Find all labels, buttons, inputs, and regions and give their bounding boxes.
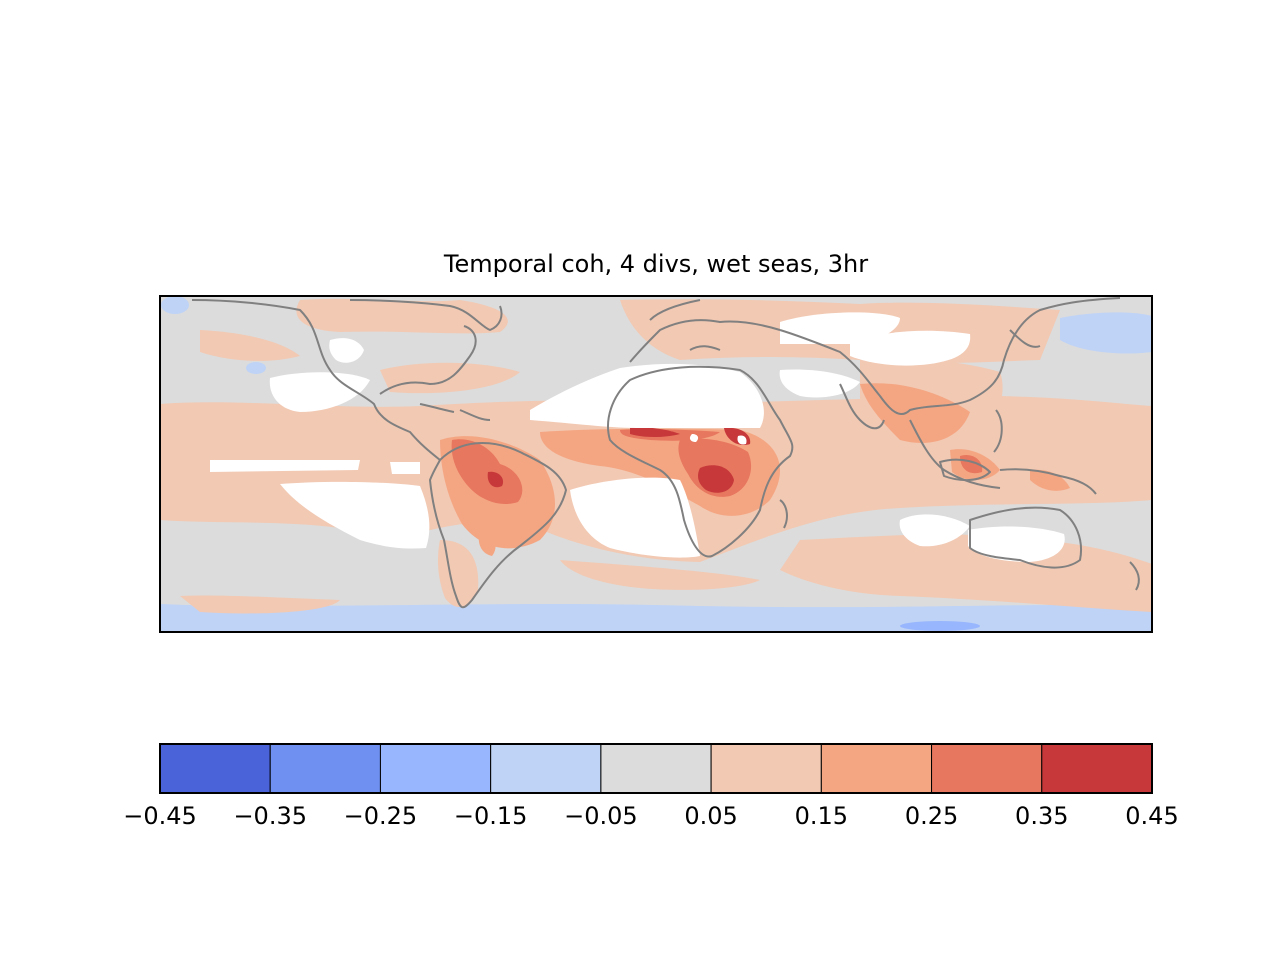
colorbar-swatch	[379, 743, 492, 794]
colorbar-tick-label: 0.05	[684, 802, 737, 830]
colorbar-tick-label: 0.35	[1015, 802, 1068, 830]
colorbar-swatch	[931, 743, 1043, 794]
chart-title: Temporal coh, 4 divs, wet seas, 3hr	[443, 250, 869, 278]
negative-field-patches	[160, 296, 1152, 632]
colorbar-swatch	[820, 743, 933, 794]
colorbar-tick-label: −0.45	[123, 802, 197, 830]
colorbar-swatch	[490, 743, 602, 794]
colorbar-tick-label: 0.45	[1125, 802, 1178, 830]
colorbar: −0.45 −0.35 −0.25 −0.15 −0.05 0.05 0.15 0.25 0.3…	[123, 743, 1179, 830]
colorbar-swatch	[159, 743, 271, 794]
colorbar-frame	[159, 743, 1153, 794]
masked-regions	[210, 312, 1065, 562]
colorbar-tick-label: −0.25	[344, 802, 418, 830]
colorbar-swatch	[1041, 743, 1153, 794]
map-panel	[160, 296, 1152, 632]
colorbar-swatch	[600, 743, 712, 794]
coastlines	[191, 297, 1140, 609]
colorbar-swatch	[710, 743, 822, 794]
colorbar-swatch	[269, 743, 381, 794]
colorbar-tick-label: 0.25	[905, 802, 958, 830]
colorbar-tick-label: 0.15	[795, 802, 848, 830]
map-frame	[159, 295, 1153, 633]
colorbar-tick-label: −0.15	[454, 802, 528, 830]
colorbar-tick-label: −0.05	[564, 802, 638, 830]
colorbar-tick-label: −0.35	[233, 802, 307, 830]
